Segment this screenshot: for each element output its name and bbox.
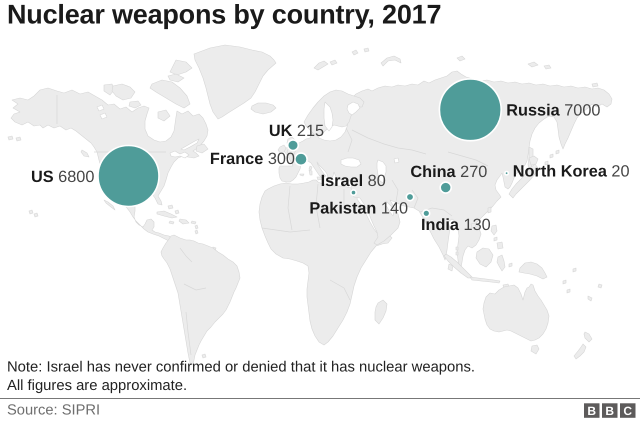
svg-text:Source: SIPRI: Source: SIPRI: [7, 403, 100, 419]
svg-text:Nuclear weapons by country, 20: Nuclear weapons by country, 2017: [7, 0, 441, 30]
svg-text:US 6800: US 6800: [31, 168, 94, 186]
svg-text:Note: Israel has never confirm: Note: Israel has never confirmed or deni…: [7, 360, 475, 376]
svg-text:Israel 80: Israel 80: [321, 172, 386, 190]
svg-text:C: C: [623, 404, 632, 418]
svg-text:China 270: China 270: [410, 163, 487, 181]
svg-text:Russia 7000: Russia 7000: [506, 102, 600, 120]
svg-text:India 130: India 130: [421, 216, 491, 234]
svg-text:B: B: [587, 404, 596, 418]
svg-text:Pakistan 140: Pakistan 140: [309, 200, 408, 218]
svg-text:All figures are approximate.: All figures are approximate.: [7, 378, 187, 394]
svg-text:North Korea 20: North Korea 20: [513, 163, 630, 181]
svg-text:B: B: [605, 404, 614, 418]
svg-text:UK 215: UK 215: [269, 122, 324, 140]
svg-text:France 300: France 300: [210, 150, 295, 168]
